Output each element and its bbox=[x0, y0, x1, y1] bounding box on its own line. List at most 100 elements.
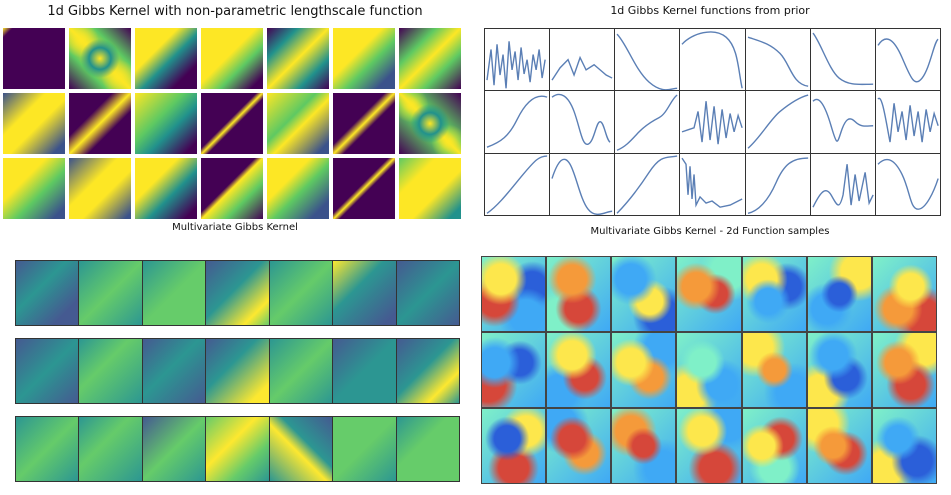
function-sample-plot bbox=[745, 29, 810, 91]
kernel-matrix-tile bbox=[267, 158, 329, 219]
function-sample-map bbox=[482, 257, 546, 331]
function-sample-plot bbox=[680, 29, 745, 91]
function-sample-map bbox=[807, 333, 871, 407]
multivariate-kernel-tile bbox=[206, 339, 269, 403]
function-sample-curve bbox=[748, 95, 808, 148]
function-sample-plot bbox=[485, 29, 550, 91]
kernel-matrix-tile bbox=[3, 93, 65, 154]
multivariate-kernel-tile bbox=[269, 339, 333, 403]
function-sample-map bbox=[612, 257, 676, 331]
function-sample-plot bbox=[680, 153, 745, 215]
multivariate-kernel-tile bbox=[269, 261, 333, 325]
multivariate-kernel-tile bbox=[79, 417, 142, 481]
function-sample-grid-1d bbox=[484, 28, 941, 216]
multivariate-kernel-tile bbox=[16, 339, 79, 403]
multivariate-kernel-tile bbox=[269, 417, 333, 481]
multivariate-kernel-tile bbox=[333, 339, 396, 403]
function-sample-plot bbox=[550, 153, 615, 215]
multivariate-kernel-tile bbox=[142, 261, 206, 325]
function-sample-curve bbox=[813, 33, 873, 84]
multivariate-kernel-tile bbox=[396, 417, 459, 481]
function-sample-plot bbox=[550, 29, 615, 91]
function-sample-map bbox=[612, 409, 676, 483]
function-sample-map bbox=[677, 257, 741, 331]
title-1d-function-samples: 1d Gibbs Kernel functions from prior bbox=[610, 4, 810, 17]
function-sample-curve bbox=[682, 32, 742, 88]
function-sample-map bbox=[677, 409, 741, 483]
function-sample-map bbox=[547, 257, 611, 331]
function-sample-curve bbox=[487, 156, 547, 213]
function-sample-plot bbox=[485, 153, 550, 215]
function-sample-map bbox=[742, 409, 806, 483]
function-sample-map bbox=[807, 409, 871, 483]
kernel-matrix-tile bbox=[201, 28, 263, 89]
function-sample-curve bbox=[813, 164, 873, 207]
kernel-matrix-tile bbox=[69, 93, 131, 154]
kernel-matrix-tile bbox=[399, 93, 461, 154]
function-sample-map bbox=[742, 257, 806, 331]
function-sample-curve bbox=[878, 159, 938, 209]
kernel-matrix-tile bbox=[333, 93, 395, 154]
multivariate-kernel-tile bbox=[333, 261, 396, 325]
title-1d-gibbs-kernels: 1d Gibbs Kernel with non-parametric leng… bbox=[47, 4, 423, 19]
function-sample-plot bbox=[810, 29, 875, 91]
multivariate-kernel-tile bbox=[396, 261, 459, 325]
function-sample-curve bbox=[878, 99, 938, 143]
kernel-matrix-tile bbox=[267, 93, 329, 154]
function-sample-curve bbox=[617, 95, 677, 150]
multivariate-kernel-tile bbox=[206, 261, 269, 325]
function-sample-plot bbox=[875, 91, 940, 153]
kernel-matrix-tile bbox=[69, 28, 131, 89]
function-sample-curve bbox=[748, 37, 808, 86]
multivariate-kernel-tile bbox=[79, 261, 142, 325]
function-sample-curve bbox=[813, 100, 873, 142]
function-sample-plot bbox=[550, 91, 615, 153]
function-sample-curve bbox=[748, 158, 808, 213]
function-sample-plot bbox=[745, 91, 810, 153]
function-sample-plot bbox=[615, 153, 680, 215]
multivariate-kernel-tile bbox=[206, 417, 269, 481]
function-sample-map bbox=[807, 257, 871, 331]
multivariate-kernel-tile bbox=[16, 261, 79, 325]
kernel-matrix-tile bbox=[333, 28, 395, 89]
title-multivariate-kernel: Multivariate Gibbs Kernel bbox=[172, 222, 298, 233]
function-sample-map bbox=[482, 333, 546, 407]
function-sample-curve bbox=[617, 34, 677, 90]
function-sample-curve bbox=[552, 159, 612, 214]
function-sample-plot bbox=[615, 91, 680, 153]
function-sample-plot bbox=[810, 91, 875, 153]
kernel-matrix-tile bbox=[267, 28, 329, 89]
function-sample-map bbox=[547, 409, 611, 483]
kernel-matrix-tile bbox=[399, 28, 461, 89]
function-sample-curve bbox=[552, 58, 612, 80]
function-sample-map bbox=[482, 409, 546, 483]
multivariate-kernel-tile bbox=[16, 417, 79, 481]
function-sample-map bbox=[547, 333, 611, 407]
multivariate-kernel-tile bbox=[79, 339, 142, 403]
function-sample-curve bbox=[682, 158, 742, 207]
function-sample-grid-2d bbox=[481, 256, 937, 484]
function-sample-plot bbox=[875, 153, 940, 215]
function-sample-map bbox=[742, 333, 806, 407]
kernel-matrix-tile bbox=[135, 158, 197, 219]
kernel-matrix-tile bbox=[399, 158, 461, 219]
multivariate-kernel-tile bbox=[142, 417, 206, 481]
function-sample-curve bbox=[552, 95, 610, 145]
function-sample-plot bbox=[745, 153, 810, 215]
multivariate-kernel-tile bbox=[333, 417, 396, 481]
function-sample-plot bbox=[810, 153, 875, 215]
multivariate-kernel-row-1 bbox=[15, 260, 460, 326]
function-sample-map bbox=[872, 409, 936, 483]
kernel-matrix-tile bbox=[135, 28, 197, 89]
kernel-matrix-tile bbox=[69, 158, 131, 219]
function-sample-map bbox=[612, 333, 676, 407]
function-sample-plot bbox=[485, 91, 550, 153]
kernel-matrix-tile bbox=[3, 158, 65, 219]
function-sample-map bbox=[872, 333, 936, 407]
function-sample-curve bbox=[487, 97, 547, 148]
kernel-matrix-grid-1d bbox=[3, 28, 469, 219]
function-sample-curve bbox=[617, 156, 677, 213]
function-sample-map bbox=[872, 257, 936, 331]
kernel-matrix-tile bbox=[201, 158, 263, 219]
kernel-matrix-tile bbox=[201, 93, 263, 154]
